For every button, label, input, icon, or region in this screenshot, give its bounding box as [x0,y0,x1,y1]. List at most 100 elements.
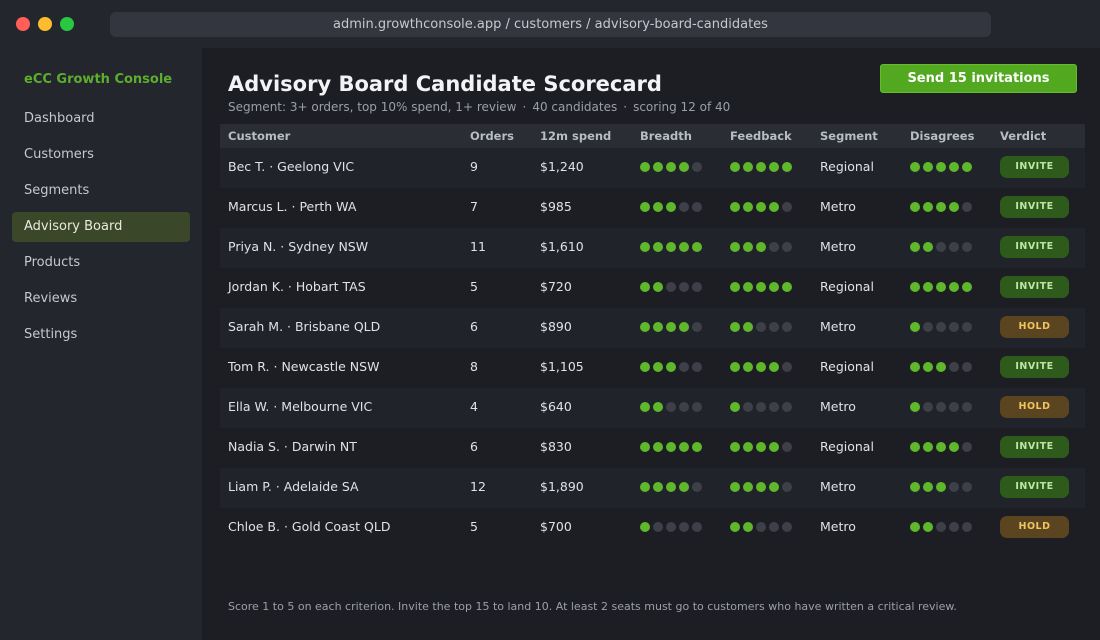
score-dot[interactable] [910,322,920,332]
score-dot[interactable] [692,282,702,292]
score-dot[interactable] [743,282,753,292]
score-dot[interactable] [962,282,972,292]
brand-logo[interactable]: eCC Growth Console [24,72,173,87]
verdict-badge[interactable]: INVITE [1000,156,1069,178]
score-dot[interactable] [936,282,946,292]
score-dot[interactable] [962,202,972,212]
score-dot[interactable] [692,442,702,452]
score-dot[interactable] [962,362,972,372]
score-dot[interactable] [743,162,753,172]
score-dot[interactable] [743,202,753,212]
verdict-badge[interactable]: INVITE [1000,276,1069,298]
verdict-badge[interactable]: INVITE [1000,476,1069,498]
score-dot[interactable] [692,482,702,492]
score-dot[interactable] [640,362,650,372]
table-row[interactable]: Liam P. · Adelaide SA 12 $1,890 Metro INVITE [220,468,1085,508]
score-dot[interactable] [962,242,972,252]
score-dot[interactable] [730,402,740,412]
disagrees-score[interactable] [910,508,975,546]
breadth-score[interactable] [640,228,705,266]
score-dot[interactable] [910,482,920,492]
score-dot[interactable] [666,362,676,372]
score-dot[interactable] [962,522,972,532]
score-dot[interactable] [692,162,702,172]
breadth-score[interactable] [640,508,705,546]
score-dot[interactable] [679,442,689,452]
score-dot[interactable] [910,402,920,412]
verdict-badge[interactable]: HOLD [1000,316,1069,338]
score-dot[interactable] [949,362,959,372]
column-header-breadth[interactable]: Breadth [640,129,692,143]
score-dot[interactable] [769,482,779,492]
disagrees-score[interactable] [910,188,975,226]
score-dot[interactable] [653,482,663,492]
breadth-score[interactable] [640,348,705,386]
score-dot[interactable] [640,282,650,292]
score-dot[interactable] [743,522,753,532]
score-dot[interactable] [936,162,946,172]
score-dot[interactable] [756,482,766,492]
sidebar-item-settings[interactable]: Settings [24,327,78,342]
score-dot[interactable] [730,482,740,492]
breadth-score[interactable] [640,148,705,186]
score-dot[interactable] [679,322,689,332]
score-dot[interactable] [743,442,753,452]
score-dot[interactable] [653,322,663,332]
disagrees-score[interactable] [910,348,975,386]
score-dot[interactable] [692,362,702,372]
customer-name[interactable]: Chloe B. · Gold Coast QLD [228,519,391,534]
score-dot[interactable] [756,442,766,452]
breadth-score[interactable] [640,308,705,346]
breadth-score[interactable] [640,188,705,226]
table-row[interactable]: Ella W. · Melbourne VIC 4 $640 Metro HOLD [220,388,1085,428]
send-invitations-button[interactable]: Send 15 invitations [880,64,1077,93]
score-dot[interactable] [949,322,959,332]
sidebar-item-segments[interactable]: Segments [24,183,90,198]
score-dot[interactable] [936,362,946,372]
score-dot[interactable] [743,242,753,252]
score-dot[interactable] [923,402,933,412]
customer-name[interactable]: Tom R. · Newcastle NSW [228,359,380,374]
score-dot[interactable] [730,242,740,252]
customer-name[interactable]: Nadia S. · Darwin NT [228,439,357,454]
disagrees-score[interactable] [910,308,975,346]
customer-name[interactable]: Bec T. · Geelong VIC [228,159,355,174]
score-dot[interactable] [666,522,676,532]
score-dot[interactable] [666,282,676,292]
score-dot[interactable] [743,402,753,412]
disagrees-score[interactable] [910,468,975,506]
column-header-segment[interactable]: Segment [820,129,878,143]
verdict-badge[interactable]: INVITE [1000,356,1069,378]
score-dot[interactable] [679,482,689,492]
score-dot[interactable] [936,482,946,492]
score-dot[interactable] [679,402,689,412]
score-dot[interactable] [730,202,740,212]
table-row[interactable]: Tom R. · Newcastle NSW 8 $1,105 Regional INV… [220,348,1085,388]
score-dot[interactable] [782,442,792,452]
score-dot[interactable] [756,362,766,372]
customer-name[interactable]: Jordan K. · Hobart TAS [228,279,366,294]
score-dot[interactable] [769,202,779,212]
score-dot[interactable] [756,242,766,252]
column-header-customer[interactable]: Customer [228,129,291,143]
feedback-score[interactable] [730,188,795,226]
customer-name[interactable]: Ella W. · Melbourne VIC [228,399,373,414]
score-dot[interactable] [640,162,650,172]
table-row[interactable]: Bec T. · Geelong VIC 9 $1,240 Regional INVIT… [220,148,1085,188]
feedback-score[interactable] [730,148,795,186]
score-dot[interactable] [949,282,959,292]
score-dot[interactable] [949,202,959,212]
feedback-score[interactable] [730,308,795,346]
score-dot[interactable] [949,442,959,452]
score-dot[interactable] [936,522,946,532]
customer-name[interactable]: Marcus L. · Perth WA [228,199,357,214]
minimize-window-button[interactable] [38,17,52,31]
score-dot[interactable] [640,402,650,412]
column-header-spend[interactable]: 12m spend [540,129,612,143]
score-dot[interactable] [730,322,740,332]
score-dot[interactable] [692,242,702,252]
score-dot[interactable] [769,402,779,412]
breadth-score[interactable] [640,428,705,466]
verdict-badge[interactable]: INVITE [1000,236,1069,258]
feedback-score[interactable] [730,268,795,306]
